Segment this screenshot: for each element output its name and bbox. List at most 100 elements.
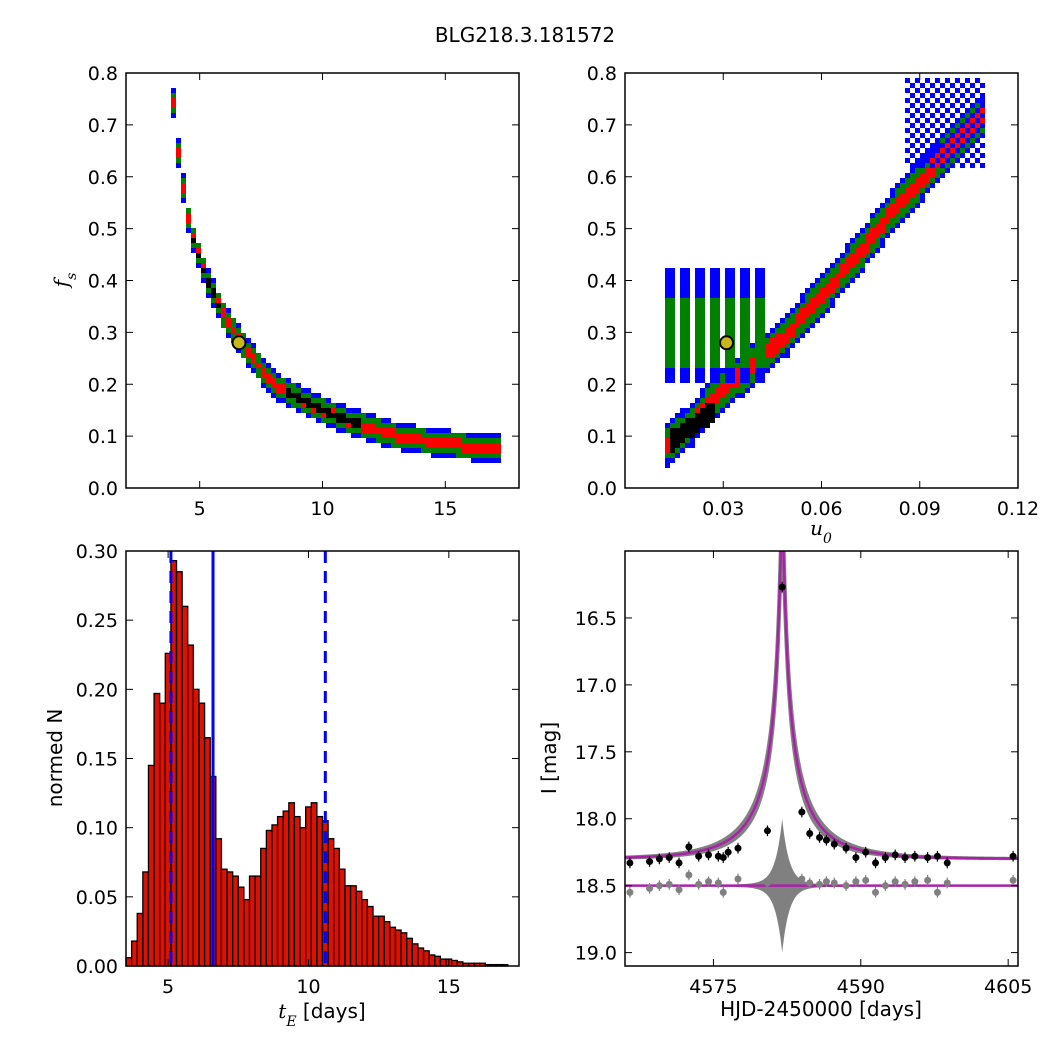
contour-cell [680, 378, 685, 383]
contour-cell [421, 428, 426, 433]
contour-cell [296, 388, 301, 393]
contour-cell [965, 113, 970, 118]
contour-cell [396, 443, 401, 448]
contour-cell [201, 263, 206, 268]
contour-cell [755, 343, 760, 348]
residual-point [901, 880, 909, 888]
contour-cell [925, 98, 930, 103]
contour-cell [945, 118, 950, 123]
contour-cell [705, 383, 710, 388]
x-tick-label: 4605 [984, 976, 1032, 998]
histogram-bar [434, 955, 442, 967]
contour-cell [910, 168, 915, 173]
contour-cell [196, 258, 201, 263]
contour-cell [695, 278, 700, 283]
histogram-bar [400, 932, 408, 967]
contour-cell [895, 203, 900, 208]
contour-cell [710, 388, 715, 393]
contour-cell [730, 378, 735, 383]
contour-cell [695, 378, 700, 383]
contour-cell [196, 263, 201, 268]
contour-cell [880, 228, 885, 233]
contour-cell [960, 133, 965, 138]
contour-cell [331, 418, 336, 423]
contour-cell [670, 293, 675, 298]
contour-cell [770, 328, 775, 333]
residual-point [911, 878, 919, 886]
contour-cell [665, 353, 670, 358]
contour-cell [965, 108, 970, 113]
contour-cell [196, 243, 201, 248]
contour-cell [286, 383, 291, 388]
contour-cell [850, 243, 855, 248]
y-tick-label: 0.20 [76, 679, 118, 701]
contour-cell [416, 428, 421, 433]
contour-cell [755, 368, 760, 373]
contour-cell [361, 433, 366, 438]
contour-cell [311, 393, 316, 398]
contour-cell [810, 318, 815, 323]
contour-cell [760, 363, 765, 368]
contour-cell [216, 298, 221, 303]
contour-cell [765, 343, 770, 348]
contour-cell [191, 248, 196, 253]
contour-cell [940, 103, 945, 108]
contour-cell [700, 288, 705, 293]
contour-cell [920, 173, 925, 178]
contour-cell [236, 328, 241, 333]
contour-cell [925, 173, 930, 178]
contour-cell [800, 298, 805, 303]
contour-cell [945, 143, 950, 148]
data-point [763, 827, 771, 835]
contour-cell [700, 423, 705, 428]
contour-cell [835, 263, 840, 268]
contour-cell [780, 348, 785, 353]
contour-cell [700, 323, 705, 328]
axis-ticks: 0.03 0.06 0.09 0.12 0.0 0.1 0.2 0.3 0.4 0.5 0.6 0.7… [587, 63, 1039, 520]
contour-cell [675, 433, 680, 438]
contour-cell [436, 443, 441, 448]
contour-cell [740, 293, 745, 298]
contour-cell [890, 203, 895, 208]
histogram-bar [282, 810, 290, 967]
contour-cell [860, 233, 865, 238]
contour-cell [930, 153, 935, 158]
contour-cell [740, 288, 745, 293]
contour-cell [840, 278, 845, 283]
contour-cell [925, 138, 930, 143]
contour-cell [695, 363, 700, 368]
contour-cell [920, 163, 925, 168]
contour-cell [281, 383, 286, 388]
contour-cell [955, 148, 960, 153]
contour-cell [226, 328, 231, 333]
contour-cell [715, 383, 720, 388]
contour-cell [755, 273, 760, 278]
histogram-bar [130, 940, 138, 967]
contour-cell [775, 323, 780, 328]
residual-point [852, 878, 860, 886]
contour-cell [885, 228, 890, 233]
contour-cell [930, 123, 935, 128]
histogram-bar [355, 890, 363, 967]
contour-cell [850, 263, 855, 268]
contour-cell [920, 193, 925, 198]
contour-cell [770, 363, 775, 368]
contour-cell [316, 398, 321, 403]
contour-cell [980, 113, 985, 118]
contour-cell [715, 273, 720, 278]
y-tick-label: 0.10 [76, 818, 118, 840]
contour-cell [411, 438, 416, 443]
contour-cell [665, 348, 670, 353]
contour-cell [665, 313, 670, 318]
contour-cell [426, 428, 431, 433]
contour-cell [870, 218, 875, 223]
contour-cell [910, 203, 915, 208]
contour-cell [860, 238, 865, 243]
contour-cell [381, 433, 386, 438]
contour-cell [835, 268, 840, 273]
contour-cell [690, 413, 695, 418]
contour-cell [695, 328, 700, 333]
data-point [778, 583, 786, 591]
contour-cell [950, 93, 955, 98]
contour-cell [441, 433, 446, 438]
